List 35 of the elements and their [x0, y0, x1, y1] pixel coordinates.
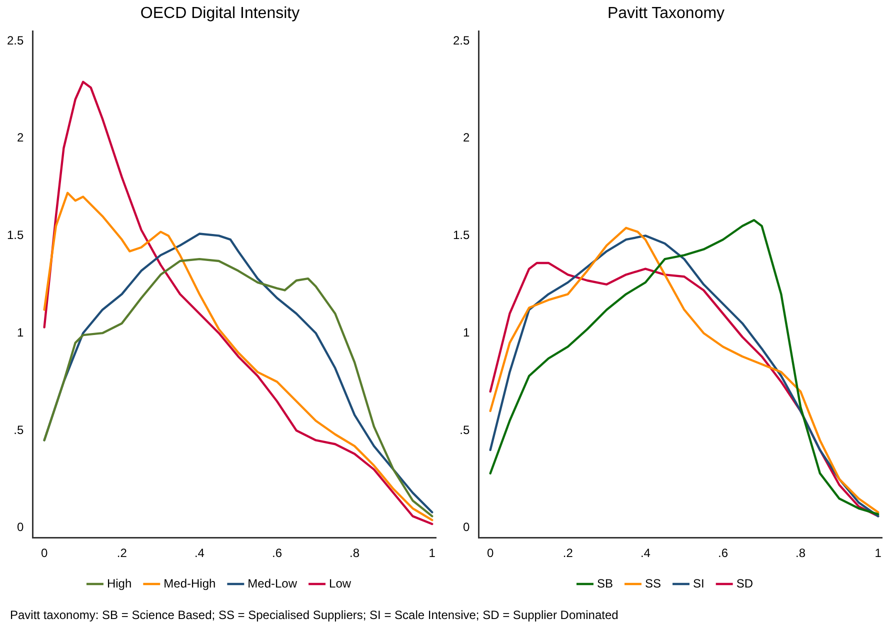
legend-label: SS: [644, 576, 662, 590]
chart-title: OECD Digital Intensity: [140, 5, 300, 22]
text: Pavitt taxonomy: SB = Science Based; SS = Specialised Suppliers; SI = Scale Intensive; SD = Supplier Dominated: [10, 608, 620, 622]
y-tick-label: 2.5: [452, 33, 470, 48]
legend-label: SI: [693, 576, 704, 590]
legend-label: Med-Low: [248, 576, 298, 590]
legend-label: Med-High: [164, 576, 216, 590]
y-tick-label: 1: [462, 325, 470, 340]
x-tick-label: .2: [562, 546, 574, 560]
legend-label: SD: [736, 576, 754, 590]
x-tick-label: .6: [718, 546, 728, 560]
y-tick-label: 0: [462, 520, 470, 534]
y-tick-label: 0: [16, 520, 24, 534]
y-tick-label: 1.5: [6, 228, 24, 242]
x-tick-label: .8: [796, 546, 806, 560]
legend-label: Low: [329, 576, 352, 590]
x-tick-label: 0: [40, 546, 48, 560]
x-tick-label: .2: [116, 546, 128, 560]
x-tick-label: 1: [874, 546, 882, 560]
legend-label: SB: [596, 576, 614, 590]
x-tick-label: .4: [194, 546, 205, 560]
x-tick-label: .6: [272, 546, 282, 560]
y-tick-label: 1.5: [452, 228, 470, 242]
y-tick-label: .5: [460, 422, 470, 437]
y-tick-label: 1: [16, 325, 24, 340]
x-tick-label: .4: [640, 546, 651, 560]
x-tick-label: 0: [486, 546, 494, 560]
chart-title: Pavitt Taxonomy: [607, 5, 725, 22]
x-tick-label: .8: [350, 546, 360, 560]
y-tick-label: 2: [462, 130, 470, 145]
legend-label: High: [106, 576, 132, 590]
y-tick-label: .5: [14, 422, 24, 437]
x-tick-label: 1: [428, 546, 436, 560]
y-tick-label: 2.5: [6, 33, 24, 48]
y-tick-label: 2: [16, 130, 24, 145]
